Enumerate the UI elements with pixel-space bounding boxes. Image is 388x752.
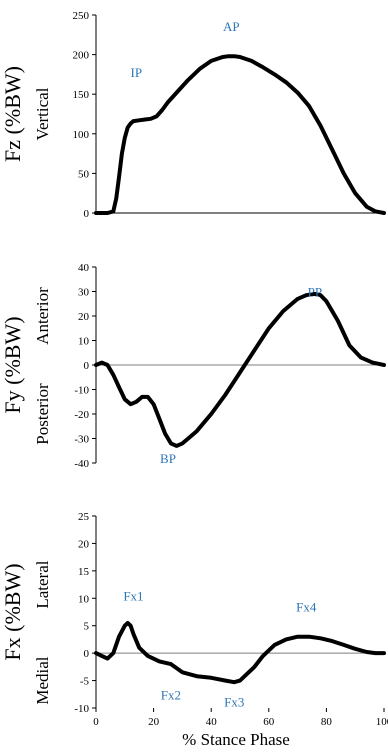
fx-x-tick-label: 0: [93, 716, 99, 728]
fz-y-tick-label: 0: [84, 208, 90, 220]
fy-y-tick-label: 0: [84, 360, 90, 372]
fz-direction-label: Vertical: [33, 87, 52, 140]
fx-y-tick-label: 5: [84, 621, 90, 633]
fx-y-tick-label: 20: [78, 538, 90, 550]
fz-annotation-ip: IP: [131, 65, 143, 80]
fx-force-curve: [94, 621, 386, 685]
fy-annotation-pp: PP: [308, 285, 322, 300]
fz-y-tick-label: 150: [73, 89, 90, 101]
fz-force-curve: [94, 54, 386, 215]
fx-y-tick-label: -5: [80, 676, 90, 688]
fx-x-tick-label: 40: [206, 716, 218, 728]
fz-y-axis-label: Fz (%BW): [0, 66, 25, 162]
fy-force-curve: [94, 291, 386, 448]
fx-y-tick-label: -10: [74, 703, 89, 715]
fx-x-tick-label: 100: [376, 716, 388, 728]
fx-annotation-fx4: Fx4: [296, 600, 317, 615]
fy-y-tick-label: -10: [74, 385, 89, 397]
fx-y-tick-label: 15: [78, 566, 90, 578]
fx-annotation-fx3: Fx3: [224, 694, 244, 709]
fy-annotation-bp: BP: [160, 451, 176, 466]
x-axis-label: % Stance Phase: [182, 730, 290, 749]
fz-annotation-ap: AP: [223, 19, 240, 34]
fx-direction-label-top: Lateral: [33, 560, 52, 608]
fy-y-tick-label: 40: [78, 262, 90, 274]
fy-direction-label-bottom: Posterior: [33, 383, 52, 445]
fx-x-tick-label: 60: [263, 716, 275, 728]
fx-x-tick-label: 80: [321, 716, 333, 728]
fy-y-tick-label: 30: [78, 287, 90, 299]
fx-annotation-fx2: Fx2: [161, 687, 181, 702]
fy-y-tick-label: -30: [74, 434, 89, 446]
fy-y-tick-label: -20: [74, 409, 89, 421]
fz-y-tick-label: 100: [73, 129, 90, 141]
fx-y-tick-label: 25: [78, 511, 90, 523]
fz-y-tick-label: 50: [78, 168, 90, 180]
fx-y-axis-label: Fx (%BW): [0, 563, 25, 660]
fx-direction-label-bottom: Medial: [33, 656, 52, 704]
fx-y-tick-label: 0: [84, 648, 90, 660]
fx-annotation-fx1: Fx1: [123, 589, 143, 604]
fy-y-axis-label: Fy (%BW): [0, 316, 25, 413]
fy-y-tick-label: 10: [78, 336, 90, 348]
fy-direction-label-top: Anterior: [33, 287, 52, 345]
fx-y-tick-label: 10: [78, 593, 90, 605]
fx-x-tick-label: 20: [148, 716, 160, 728]
fz-y-tick-label: 250: [73, 10, 90, 22]
fy-y-tick-label: 20: [78, 311, 90, 323]
fy-y-tick-label: -40: [74, 458, 89, 470]
fz-y-tick-label: 200: [73, 50, 90, 62]
